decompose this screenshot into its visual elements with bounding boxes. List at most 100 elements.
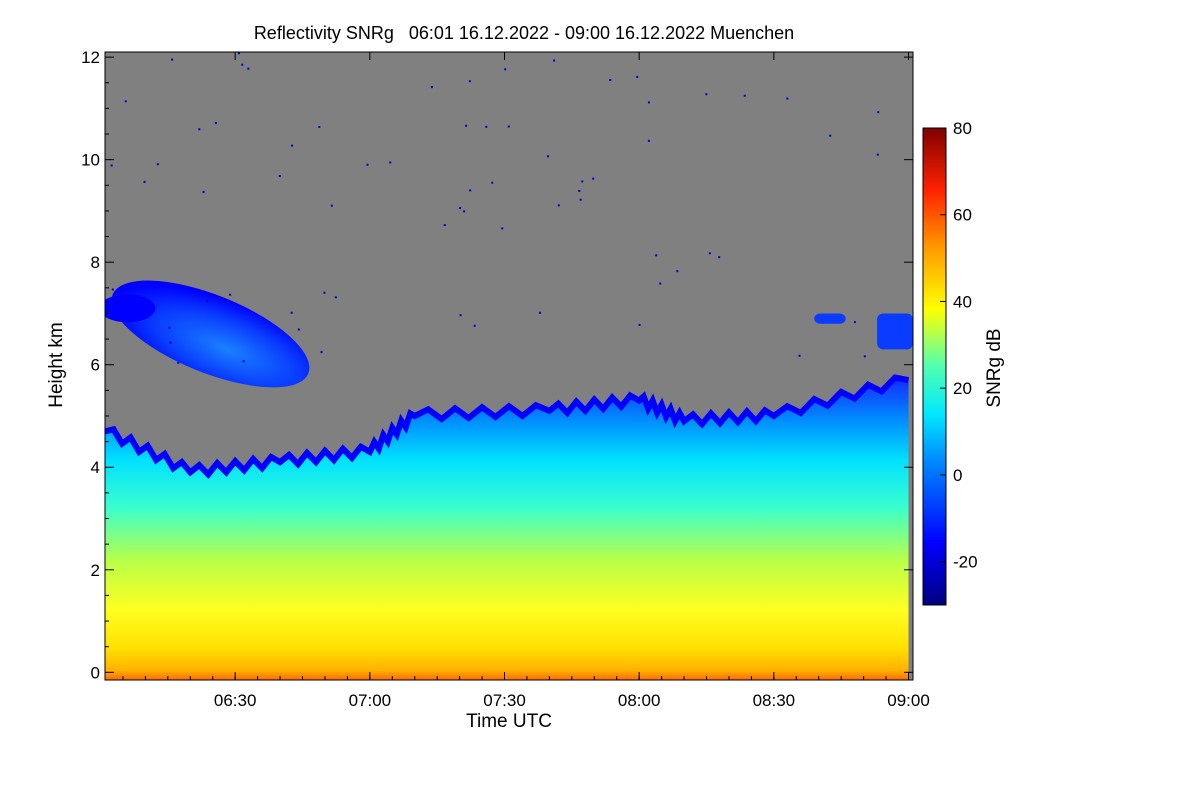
colorbar-tick-label: -20 bbox=[953, 553, 978, 572]
noise-dot bbox=[443, 224, 446, 227]
noise-dot bbox=[389, 161, 392, 164]
noise-dot bbox=[876, 153, 879, 156]
noise-dot bbox=[291, 144, 294, 147]
noise-dot bbox=[241, 63, 244, 66]
y-tick-label: 0 bbox=[91, 663, 100, 682]
noise-dot bbox=[124, 100, 127, 103]
noise-dot bbox=[655, 254, 658, 257]
noise-dot bbox=[718, 256, 721, 259]
colorbar-tick-label: 0 bbox=[953, 466, 962, 485]
noise-dot bbox=[853, 321, 856, 324]
noise-dot bbox=[636, 75, 639, 78]
colorbar-tick-label: 80 bbox=[953, 119, 972, 138]
noise-dot bbox=[469, 189, 472, 192]
noise-dot bbox=[169, 341, 172, 344]
small-patch-1 bbox=[814, 313, 846, 324]
noise-dot bbox=[323, 291, 326, 294]
x-tick-label: 06:30 bbox=[214, 691, 257, 710]
colorbar-label: SNRg dB bbox=[984, 328, 1005, 407]
noise-dot bbox=[430, 86, 433, 89]
noise-dot bbox=[676, 270, 679, 273]
noise-dot bbox=[242, 360, 245, 363]
noise-dot bbox=[798, 354, 801, 357]
noise-dot bbox=[579, 198, 582, 201]
noise-dot bbox=[609, 79, 612, 82]
noise-dot bbox=[829, 134, 832, 137]
noise-dot bbox=[318, 126, 321, 129]
small-patch-2 bbox=[877, 313, 913, 350]
noise-dot bbox=[647, 139, 650, 142]
y-axis-label: Height km bbox=[46, 322, 67, 408]
y-tick-label: 6 bbox=[91, 356, 100, 375]
y-tick-label: 4 bbox=[91, 458, 100, 477]
noise-dot bbox=[708, 252, 711, 255]
noise-dot bbox=[110, 164, 113, 167]
noise-dot bbox=[638, 323, 641, 326]
noise-dot bbox=[557, 204, 560, 207]
noise-dot bbox=[592, 177, 595, 180]
noise-dot bbox=[366, 163, 369, 166]
noise-dot bbox=[198, 128, 201, 131]
chart-title: Reflectivity SNRg 06:01 16.12.2022 - 09:… bbox=[254, 23, 794, 43]
noise-dot bbox=[320, 351, 323, 354]
noise-dot bbox=[330, 204, 333, 207]
x-tick-label: 07:30 bbox=[483, 691, 526, 710]
noise-dot bbox=[171, 58, 174, 61]
noise-dot bbox=[247, 67, 250, 70]
noise-dot bbox=[507, 125, 510, 128]
noise-dot bbox=[278, 175, 281, 178]
noise-dot bbox=[334, 296, 337, 299]
noise-dot bbox=[156, 163, 159, 166]
noise-dots bbox=[110, 52, 880, 364]
noise-dot bbox=[581, 180, 584, 183]
elevated-layer bbox=[111, 280, 310, 388]
noise-dot bbox=[553, 59, 556, 62]
noise-dot bbox=[705, 93, 708, 96]
noise-dot bbox=[538, 311, 541, 314]
x-tick-label: 08:00 bbox=[618, 691, 661, 710]
noise-dot bbox=[237, 52, 240, 55]
colorbar-tick-label: 40 bbox=[953, 292, 972, 311]
noise-dot bbox=[465, 124, 468, 127]
noise-dot bbox=[459, 207, 462, 210]
noise-dot bbox=[459, 314, 462, 317]
noise-dot bbox=[202, 190, 205, 193]
x-tick-label: 08:30 bbox=[753, 691, 796, 710]
noise-dot bbox=[468, 80, 471, 83]
y-tick-label: 10 bbox=[81, 151, 100, 170]
noise-dot bbox=[473, 324, 476, 327]
noise-dot bbox=[290, 311, 293, 314]
noise-dot bbox=[647, 101, 650, 104]
noise-dot bbox=[743, 94, 746, 97]
noise-dot bbox=[547, 155, 550, 158]
noise-dot bbox=[877, 111, 880, 114]
noise-dot bbox=[504, 68, 507, 71]
noise-dot bbox=[786, 97, 789, 100]
noise-dot bbox=[177, 361, 180, 364]
noise-dot bbox=[485, 125, 488, 128]
plot-frame bbox=[104, 51, 914, 681]
y-tick-label: 2 bbox=[91, 561, 100, 580]
y-tick-label: 8 bbox=[91, 253, 100, 272]
x-tick-label: 07:00 bbox=[349, 691, 392, 710]
noise-dot bbox=[111, 288, 114, 291]
noise-dot bbox=[168, 326, 171, 329]
noise-dot bbox=[143, 180, 146, 183]
colorbar-tick-label: 20 bbox=[953, 379, 972, 398]
colorbar-tick-label: 60 bbox=[953, 206, 972, 225]
main-echo-top-edge bbox=[105, 374, 910, 479]
elevated-layer-left bbox=[105, 294, 156, 323]
noise-dot bbox=[491, 181, 494, 184]
x-axis: 06:30 07:00 07:30 08:00 08:30 09:00 bbox=[122, 52, 930, 710]
y-tick-label: 12 bbox=[81, 48, 100, 67]
noise-dot bbox=[463, 210, 466, 213]
noise-dot bbox=[214, 122, 217, 125]
x-axis-label: Time UTC bbox=[466, 711, 552, 732]
colorbar-ticks: -20 0 20 40 60 80 bbox=[940, 119, 978, 572]
plot-area bbox=[105, 52, 913, 680]
main-echo bbox=[105, 377, 909, 680]
y-axis: 0 2 4 6 8 10 12 bbox=[81, 48, 913, 682]
noise-dot bbox=[578, 189, 581, 192]
noise-dot bbox=[863, 355, 866, 358]
noise-dot bbox=[659, 282, 662, 285]
